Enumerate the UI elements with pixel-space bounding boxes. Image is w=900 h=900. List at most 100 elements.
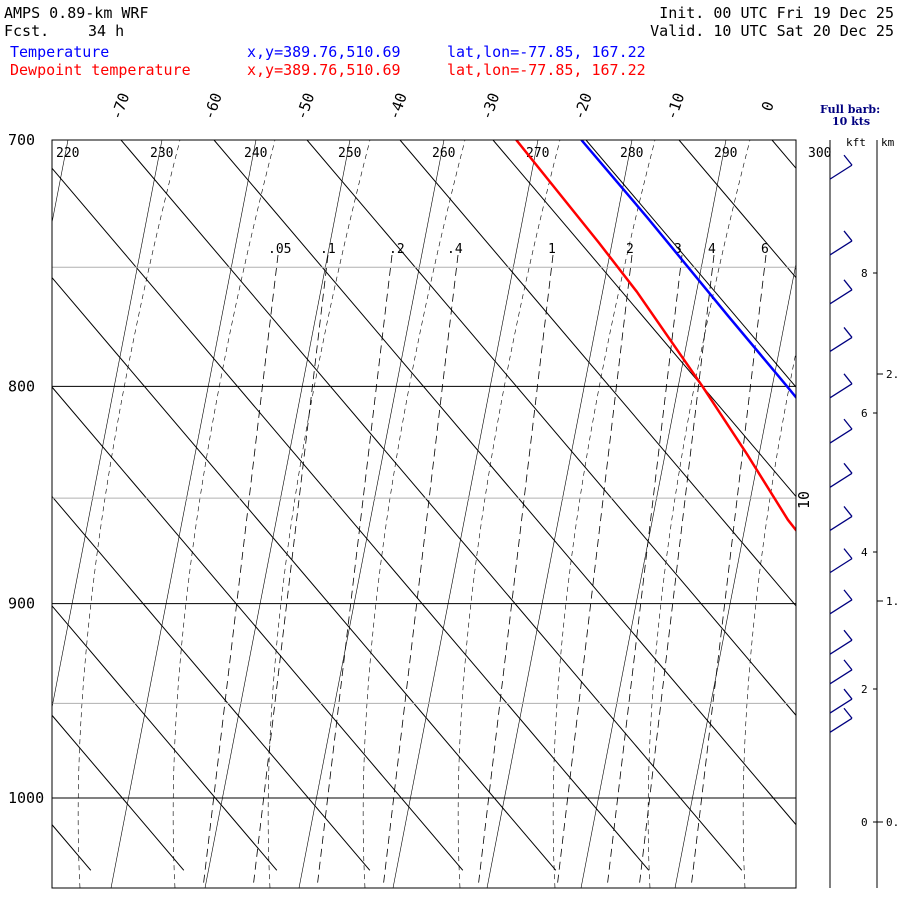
km-tick-label: 1.: [886, 595, 899, 608]
mixing-ratio-line: [252, 254, 329, 888]
kft-tick-label: 0: [861, 816, 868, 829]
mixing-ratio-label: .4: [447, 242, 463, 257]
wind-barb: [829, 383, 853, 399]
mixing-ratio-line: [202, 254, 279, 888]
dry-adiabat-line: [52, 140, 163, 710]
wind-barb-flag: [843, 659, 853, 671]
mixing-ratio-line: [316, 254, 393, 888]
temperature-tick-label: 0: [758, 99, 778, 114]
legend-dewpoint-xy: x,y=389.76,510.69: [247, 61, 401, 79]
moist-adiabat-line: [362, 140, 466, 888]
isotherm-line: [52, 167, 650, 871]
temperature-tick-label: -20: [570, 90, 596, 122]
wind-barb-flag: [843, 462, 853, 474]
wind-barb: [829, 336, 853, 352]
wind-barb-flag: [843, 629, 853, 641]
mixing-ratio-label: 6: [761, 242, 769, 257]
isotherm-line: [771, 140, 796, 170]
theta-label: 270: [526, 146, 549, 161]
series-line: [580, 140, 796, 400]
isotherm-line: [52, 276, 557, 871]
wind-barb-flag: [843, 506, 853, 517]
temperature-tick-label: -70: [107, 90, 133, 122]
dry-adiabat-line: [204, 140, 351, 888]
init-time: Init. 00 UTC Fri 19 Dec 25: [659, 4, 894, 22]
mixing-ratio-line: [382, 254, 459, 888]
legend-dewpoint-latlon: lat,lon=-77.85, 167.22: [447, 61, 646, 79]
product-title: AMPS 0.89-km WRF: [4, 4, 149, 22]
theta-label: 290: [714, 146, 737, 161]
kft-axis-label: kft: [846, 136, 866, 149]
wind-barb-flag: [843, 327, 853, 338]
dry-adiabat-line: [392, 140, 539, 888]
temperature-tick-label: -10: [662, 90, 688, 122]
moist-adiabat-line: [172, 140, 276, 888]
wind-barb-flag: [843, 230, 853, 242]
wind-barb: [829, 558, 853, 574]
mixing-ratio-line: [477, 254, 554, 888]
pressure-tick-label: 800: [8, 377, 35, 395]
isotherm-line: [399, 140, 796, 607]
dry-adiabat-line: [486, 140, 633, 888]
wind-barb: [829, 639, 853, 655]
mixing-ratio-label: 4: [708, 242, 716, 257]
moist-adiabat-line: [838, 140, 900, 888]
isotherm-line: [865, 140, 900, 870]
isotherm-line: [492, 140, 796, 498]
wind-barb: [829, 240, 853, 256]
pressure-tick-label: 1000: [8, 789, 44, 807]
isotherm-line: [52, 605, 278, 871]
wind-barb-flag: [843, 279, 853, 291]
wind-barb: [829, 698, 853, 714]
temperature-tick-label: -60: [200, 90, 226, 122]
wind-barb-flag: [843, 707, 853, 719]
wind-barb: [829, 515, 853, 532]
mixing-ratio-label: 1: [548, 242, 556, 257]
dry-adiabat-line: [298, 140, 445, 888]
wind-barb: [829, 289, 853, 305]
mixing-ratio-label: .05: [268, 242, 291, 257]
series-line: [515, 140, 796, 533]
plot-frame: [51, 139, 797, 889]
wind-note-line1: Full barb:: [820, 103, 881, 116]
isotherm-line: [306, 140, 796, 717]
theta-label: 250: [338, 146, 361, 161]
temperature-tick-label: -30: [477, 90, 503, 122]
dry-adiabat-line: [52, 140, 69, 225]
moist-adiabat-line: [552, 140, 656, 888]
pressure-tick-label: 700: [8, 131, 35, 149]
isotherm-line: [52, 386, 464, 871]
isotherm-line: [678, 140, 796, 279]
mixing-ratio-label: 3: [674, 242, 682, 257]
wind-barb: [829, 164, 853, 180]
mixing-ratio-line: [638, 254, 715, 888]
wind-barb-flag: [843, 373, 853, 385]
wind-barb: [829, 669, 853, 685]
kft-tick-label: 6: [861, 407, 868, 420]
theta-label: 220: [56, 146, 79, 161]
dry-adiabat-line: [674, 262, 796, 888]
theta-label: 240: [244, 146, 267, 161]
wind-barb: [829, 428, 853, 444]
wind-barb-flag: [843, 154, 853, 166]
moist-adiabat-line: [457, 140, 561, 888]
mixing-ratio-label: 2: [626, 242, 634, 257]
wind-barb: [829, 472, 853, 488]
wind-barb: [829, 599, 853, 615]
moist-adiabat-label: 10: [795, 491, 813, 509]
km-tick-label: 0.: [886, 816, 899, 829]
wind-barb-flag: [843, 589, 853, 601]
temperature-tick-label: -50: [292, 90, 318, 122]
theta-label: 230: [150, 146, 173, 161]
isotherm-line: [213, 140, 796, 826]
legend-dewpoint-label: Dewpoint temperature: [10, 61, 191, 79]
dry-adiabat-line: [580, 140, 727, 888]
theta-label: 300: [808, 146, 831, 161]
kft-tick-label: 2: [861, 683, 868, 696]
km-tick-label: 2.: [886, 368, 899, 381]
mixing-ratio-line: [690, 254, 767, 888]
kft-tick-label: 4: [861, 546, 868, 559]
wind-barb: [829, 717, 853, 733]
valid-time: Valid. 10 UTC Sat 20 Dec 25: [650, 22, 894, 40]
